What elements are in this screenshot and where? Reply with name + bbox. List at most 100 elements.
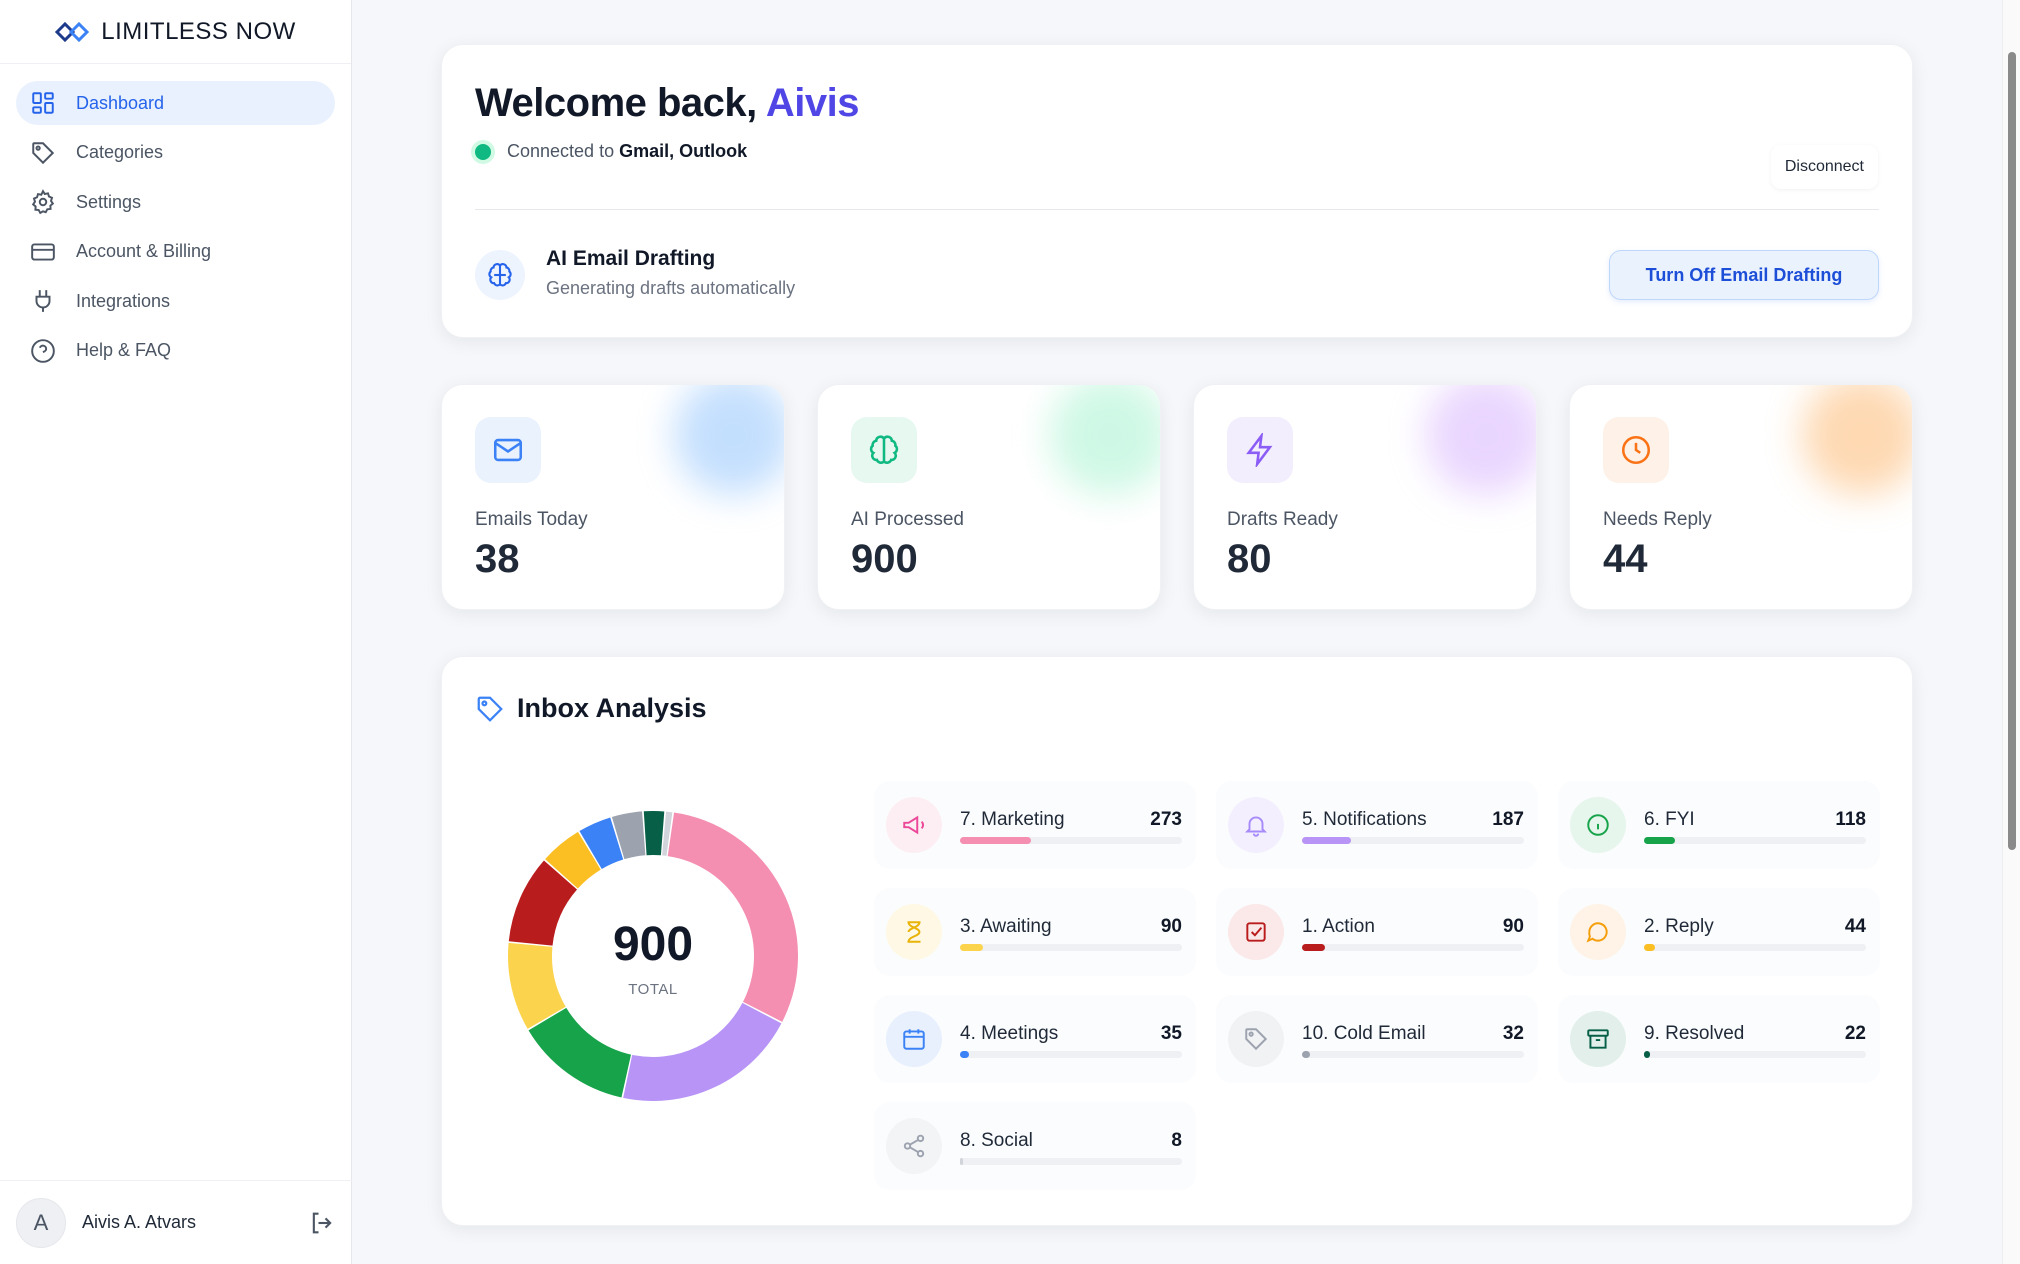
brain-icon bbox=[475, 250, 525, 300]
user-first-name: Aivis bbox=[765, 81, 860, 125]
donut-segment-fyi[interactable] bbox=[528, 1007, 632, 1098]
inbox-analysis-title-text: Inbox Analysis bbox=[517, 693, 707, 723]
category-progress-fill bbox=[1644, 944, 1656, 951]
donut-segment-awaiting[interactable] bbox=[508, 942, 567, 1029]
category-item-marketing[interactable]: 7. Marketing 273 bbox=[874, 781, 1196, 869]
stat-card-needs-reply: Needs Reply 44 bbox=[1569, 384, 1913, 610]
logo-icon bbox=[55, 21, 90, 42]
calendar-icon bbox=[886, 1011, 942, 1067]
category-count: 187 bbox=[1492, 809, 1524, 830]
sidebar-item-integrations[interactable]: Integrations bbox=[16, 279, 335, 323]
stat-label: Drafts Ready bbox=[1227, 509, 1338, 530]
sidebar: LIMITLESS NOW Dashboard Categories Setti… bbox=[0, 0, 352, 1264]
category-progress-track bbox=[1644, 944, 1866, 951]
category-progress-fill bbox=[960, 1158, 964, 1165]
category-count: 90 bbox=[1160, 916, 1182, 937]
logout-icon[interactable] bbox=[308, 1209, 336, 1237]
gear-icon bbox=[31, 189, 55, 215]
help-circle-icon bbox=[31, 338, 55, 363]
checkbox-icon bbox=[1228, 904, 1284, 960]
stat-value: 38 bbox=[475, 537, 520, 581]
megaphone-icon bbox=[886, 797, 942, 853]
category-item-social[interactable]: 8. Social 8 bbox=[874, 1102, 1196, 1190]
category-item-action[interactable]: 1. Action 90 bbox=[1216, 888, 1538, 976]
sidebar-nav: Dashboard Categories Settings Account & … bbox=[0, 64, 351, 395]
category-label: 8. Social bbox=[960, 1130, 1033, 1151]
category-progress-fill bbox=[1302, 837, 1351, 844]
credit-card-icon bbox=[31, 242, 55, 261]
category-progress-track bbox=[1302, 837, 1524, 844]
category-progress-track bbox=[1644, 1051, 1866, 1058]
stat-label: AI Processed bbox=[851, 509, 964, 530]
donut-segment-social[interactable] bbox=[661, 811, 673, 856]
sidebar-item-settings[interactable]: Settings bbox=[16, 180, 335, 224]
category-item-reply[interactable]: 2. Reply 44 bbox=[1558, 888, 1880, 976]
sidebar-item-account-billing[interactable]: Account & Billing bbox=[16, 230, 335, 274]
category-label: 2. Reply bbox=[1644, 916, 1714, 937]
donut-segment-notifications[interactable] bbox=[623, 1002, 782, 1101]
bell-icon bbox=[1228, 797, 1284, 853]
donut-segment-cold-email[interactable] bbox=[611, 811, 646, 860]
drafting-title: AI Email Drafting bbox=[546, 247, 716, 270]
drafting-subtitle: Generating drafts automatically bbox=[546, 278, 796, 298]
category-progress-fill bbox=[960, 1051, 970, 1058]
sidebar-item-label: Help & FAQ bbox=[76, 340, 172, 360]
user-name: Aivis A. Atvars bbox=[82, 1212, 197, 1232]
welcome-card: Welcome back, Aivis Connected to Gmail, … bbox=[441, 44, 1913, 338]
stat-value: 44 bbox=[1603, 537, 1648, 581]
stat-label: Emails Today bbox=[475, 509, 588, 530]
stat-card-drafts-ready: Drafts Ready 80 bbox=[1193, 384, 1537, 610]
category-count: 8 bbox=[1171, 1130, 1182, 1151]
disconnect-button[interactable]: Disconnect bbox=[1770, 145, 1878, 189]
info-icon bbox=[1570, 797, 1626, 853]
donut-segment-meetings[interactable] bbox=[579, 817, 624, 870]
sidebar-item-help[interactable]: Help & FAQ bbox=[16, 329, 335, 373]
brand[interactable]: LIMITLESS NOW bbox=[0, 0, 351, 64]
category-item-notifications[interactable]: 5. Notifications 187 bbox=[1216, 781, 1538, 869]
category-progress-fill bbox=[960, 837, 1032, 844]
category-progress-fill bbox=[960, 944, 984, 951]
donut-total-label: TOTAL bbox=[628, 981, 678, 998]
share-icon bbox=[886, 1118, 942, 1174]
category-progress-fill bbox=[1644, 837, 1675, 844]
category-progress-fill bbox=[1302, 1051, 1311, 1058]
category-progress-track bbox=[960, 1158, 1182, 1165]
sidebar-item-categories[interactable]: Categories bbox=[16, 131, 335, 175]
category-label: 5. Notifications bbox=[1302, 809, 1427, 830]
category-label: 10. Cold Email bbox=[1302, 1023, 1426, 1044]
donut-segment-reply[interactable] bbox=[545, 831, 602, 890]
stat-card-ai-processed: AI Processed 900 bbox=[817, 384, 1161, 610]
tag-icon bbox=[32, 141, 55, 164]
category-item-meetings[interactable]: 4. Meetings 35 bbox=[874, 995, 1196, 1083]
category-count: 273 bbox=[1150, 809, 1182, 830]
sidebar-item-label: Integrations bbox=[76, 290, 171, 311]
category-label: 6. FYI bbox=[1644, 809, 1695, 830]
category-progress-track bbox=[1302, 944, 1524, 951]
category-item-cold-email[interactable]: 10. Cold Email 32 bbox=[1216, 995, 1538, 1083]
sidebar-item-dashboard[interactable]: Dashboard bbox=[16, 81, 335, 125]
scrollbar-thumb[interactable] bbox=[2008, 52, 2016, 850]
donut-total-value: 900 bbox=[612, 918, 694, 971]
category-donut-chart bbox=[508, 811, 798, 1101]
category-item-resolved[interactable]: 9. Resolved 22 bbox=[1558, 995, 1880, 1083]
tag-icon bbox=[477, 696, 503, 722]
category-label: 4. Meetings bbox=[960, 1023, 1059, 1044]
category-item-fyi[interactable]: 6. FYI 118 bbox=[1558, 781, 1880, 869]
chat-bubble-icon bbox=[1570, 904, 1626, 960]
plug-icon bbox=[35, 290, 51, 312]
page-scrollbar[interactable] bbox=[2002, 0, 2020, 1264]
category-progress-track bbox=[960, 1051, 1182, 1058]
clock-icon bbox=[1603, 417, 1669, 483]
status-dot-icon bbox=[475, 143, 491, 160]
category-count: 35 bbox=[1160, 1023, 1182, 1044]
connection-status: Connected to Gmail, Outlook bbox=[475, 141, 747, 162]
inbox-analysis-card: Inbox Analysis 900 TOTAL 7. Marketing 27… bbox=[441, 656, 1913, 1226]
sidebar-item-label: Dashboard bbox=[76, 92, 165, 113]
category-item-awaiting[interactable]: 3. Awaiting 90 bbox=[874, 888, 1196, 976]
donut-segment-marketing[interactable] bbox=[667, 812, 798, 1022]
donut-segment-action[interactable] bbox=[508, 860, 578, 947]
turn-off-drafting-button[interactable]: Turn Off Email Drafting bbox=[1609, 250, 1879, 300]
category-progress-fill bbox=[1302, 944, 1326, 951]
avatar[interactable]: A bbox=[16, 1197, 66, 1248]
brand-name: LIMITLESS NOW bbox=[101, 17, 296, 45]
